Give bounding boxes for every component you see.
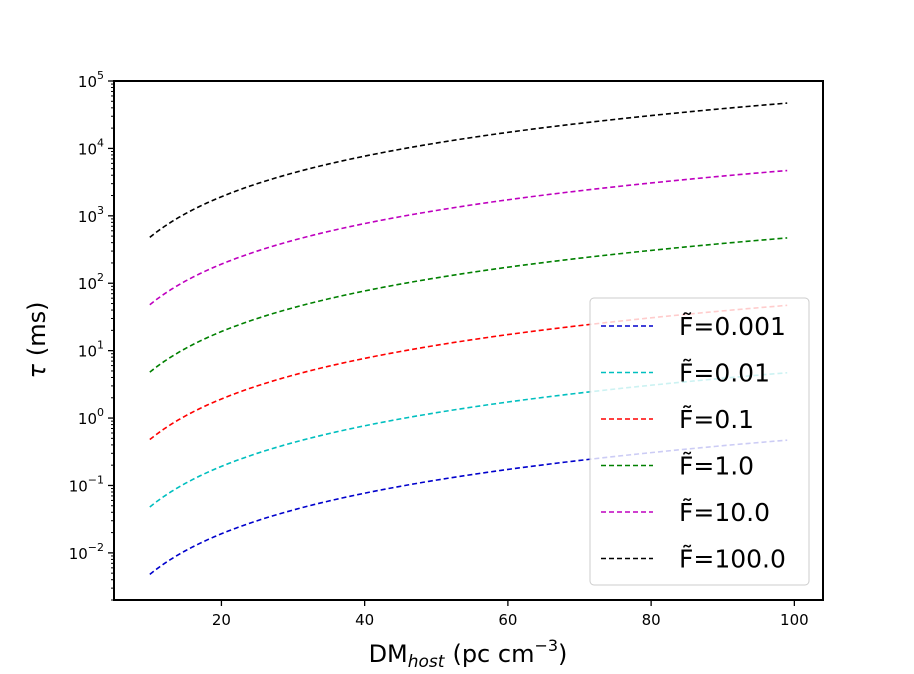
legend-label-3: F̃=1.0 (679, 452, 754, 481)
series-line-0 (149, 439, 788, 576)
x-axis-label-main: DM (369, 640, 408, 668)
y-tick-label-0: 10−2 (69, 541, 104, 563)
series-line-1 (149, 371, 788, 508)
y-tick-label-exp-3: 1 (97, 339, 104, 352)
y-tick-label-base-7: 10 (78, 73, 97, 91)
legend-label-0: F̃=0.001 (679, 312, 786, 341)
y-axis-label-unit: (ms) (23, 301, 51, 356)
y-tick-label-exp-0: −2 (88, 541, 104, 554)
y-tick-label-base-0: 10 (69, 545, 88, 563)
y-tick-label-exp-2: 0 (97, 406, 104, 419)
y-tick-label-exp-4: 2 (97, 271, 104, 284)
series-line-5 (149, 102, 788, 238)
legend-label-4: F̃=10.0 (679, 498, 770, 527)
y-axis-label-symbol: τ (23, 364, 51, 379)
y-tick-label-1: 10−1 (69, 473, 104, 495)
legend-label-2: F̃=0.1 (679, 405, 754, 434)
y-tick-label-6: 104 (78, 136, 104, 158)
x-axis-label: DMhost (pc cm−3) (369, 636, 568, 672)
series-line-2 (149, 304, 788, 441)
x-axis-label-sub: host (408, 652, 446, 672)
y-tick-label-exp-5: 3 (97, 204, 104, 217)
x-tick-label-2: 60 (498, 611, 517, 629)
y-tick-label-base-5: 10 (78, 208, 97, 226)
y-tick-label-exp-6: 4 (97, 136, 104, 149)
y-tick-label-3: 101 (78, 339, 104, 361)
x-tick-label-1: 40 (355, 611, 374, 629)
legend: F̃=0.001 F̃=0.01 F̃=0.1 F̃=1.0 F̃=10.0 F̃=100… (589, 297, 810, 586)
y-tick-label-base-1: 10 (69, 477, 88, 495)
x-axis-label-unit-sup: −3 (534, 636, 558, 655)
y-tick-label-2: 100 (78, 406, 104, 428)
x-tick-label-0: 20 (212, 611, 231, 629)
legend-box (589, 297, 810, 586)
x-axis-label-unit: (pc cm (452, 640, 534, 668)
legend-entries: F̃=0.001 F̃=0.01 F̃=0.1 F̃=1.0 F̃=10.0 F̃=100… (601, 312, 786, 574)
y-tick-label-base-6: 10 (78, 140, 97, 158)
legend-label-1: F̃=0.01 (679, 359, 770, 388)
plot-frame (113, 80, 824, 601)
legend-label-5: F̃=100.0 (679, 545, 786, 574)
y-tick-label-5: 103 (78, 204, 104, 226)
y-tick-label-base-3: 10 (78, 343, 97, 361)
series-line-4 (149, 169, 788, 306)
x-tick-label-3: 80 (642, 611, 661, 629)
x-axis-label-close: ) (558, 640, 567, 668)
series-layer (149, 102, 788, 576)
x-tick-label-4: 100 (780, 611, 809, 629)
y-tick-label-base-2: 10 (78, 410, 97, 428)
y-tick-label-7: 105 (78, 69, 104, 91)
y-tick-label-exp-1: −1 (88, 473, 104, 486)
y-tick-label-exp-7: 5 (97, 69, 104, 82)
y-tick-label-4: 102 (78, 271, 104, 293)
series-line-3 (149, 237, 788, 373)
y-axis-label: τ (ms) (23, 301, 51, 378)
y-tick-label-base-4: 10 (78, 275, 97, 293)
